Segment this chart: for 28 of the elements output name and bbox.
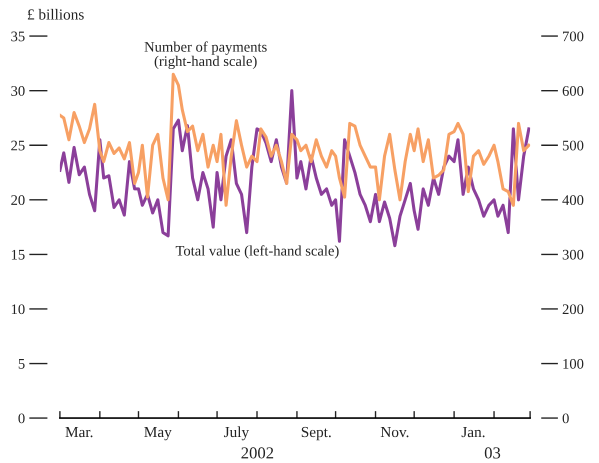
annotation: Number of payments (right-hand scale) [144,41,267,70]
y-axis-title: £ billions [28,8,84,20]
x-tick-label: Sept. [302,426,331,440]
y2-tick-label: 500 [562,140,584,150]
y2-tick-label: 700 [563,31,584,42]
text: 2002 [241,447,274,459]
y2-tick-label: 200 [562,304,584,314]
y-tick-label: 10 [12,304,25,314]
y-tick-label: 35 [11,32,25,42]
y-tick-label: 5 [18,359,25,369]
y-tick-label: 30 [11,86,25,96]
y2-tick-label: 100 [563,358,584,369]
x-tick-label: Nov. [380,427,408,438]
y2-tick-label: 0 [562,413,569,424]
text: 03 [484,447,500,459]
y-tick-label: 20 [11,195,25,206]
y-tick-label: 25 [11,140,25,150]
y2-tick-label: 400 [562,195,584,206]
y-tick-label: 0 [18,413,25,424]
y2-tick-label: 600 [562,86,584,96]
y2-tick-label: 300 [562,250,584,260]
y-tick-label: 15 [12,250,25,260]
x-tick-label: Jan. [462,427,485,438]
x-tick-label: July [224,426,250,440]
line-series [60,72,530,207]
x-tick-label: May [144,426,172,440]
annotation: Total value (left-hand scale) [176,245,339,259]
x-tick-label: Mar. [65,427,92,438]
